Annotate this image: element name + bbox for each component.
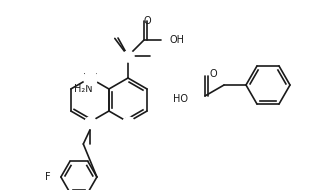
Text: H₂N: H₂N bbox=[74, 84, 93, 94]
Text: NH: NH bbox=[82, 73, 97, 83]
Text: N: N bbox=[86, 117, 94, 127]
Text: N: N bbox=[124, 51, 132, 61]
Text: O: O bbox=[144, 16, 151, 26]
Text: OH: OH bbox=[169, 36, 184, 45]
Text: F: F bbox=[45, 172, 51, 182]
Text: N: N bbox=[124, 117, 132, 127]
Text: HO: HO bbox=[172, 94, 188, 104]
Text: O: O bbox=[210, 69, 217, 79]
